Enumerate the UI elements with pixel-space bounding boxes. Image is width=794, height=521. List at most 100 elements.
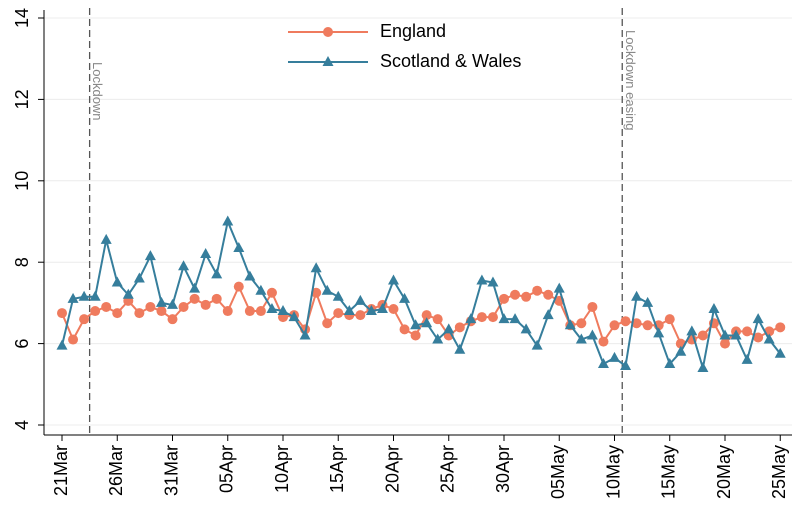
marker <box>730 329 742 340</box>
marker <box>100 233 112 244</box>
marker <box>67 292 79 303</box>
marker <box>597 357 609 368</box>
marker <box>365 305 377 316</box>
y-tick-label: 8 <box>12 257 32 267</box>
x-tick-label: 25Apr <box>438 445 458 493</box>
marker <box>575 333 587 344</box>
marker <box>178 260 190 271</box>
marker <box>598 336 609 347</box>
marker <box>720 338 730 349</box>
marker <box>708 303 720 314</box>
marker <box>277 305 289 316</box>
marker <box>532 285 543 296</box>
marker <box>354 294 366 305</box>
marker <box>719 329 731 340</box>
marker <box>686 325 698 336</box>
marker <box>421 317 433 328</box>
marker <box>763 333 775 344</box>
marker <box>542 309 554 320</box>
marker <box>189 282 201 293</box>
marker <box>178 301 189 312</box>
marker <box>521 291 532 302</box>
marker <box>476 312 487 323</box>
marker <box>653 327 665 338</box>
marker <box>531 339 543 350</box>
marker <box>675 345 687 356</box>
x-tick-label: 31Mar <box>161 445 181 496</box>
marker <box>586 329 598 340</box>
marker <box>499 293 509 304</box>
marker <box>266 303 278 314</box>
marker <box>255 284 267 295</box>
marker <box>587 301 598 312</box>
annotation-label: Lockdown <box>90 62 105 121</box>
marker <box>78 290 90 301</box>
marker <box>664 314 675 325</box>
marker <box>432 314 443 325</box>
marker <box>167 314 178 325</box>
y-tick-label: 12 <box>12 89 32 109</box>
marker <box>101 301 112 312</box>
marker <box>222 306 233 317</box>
marker <box>189 293 200 304</box>
marker <box>476 274 488 285</box>
marker <box>609 351 620 362</box>
marker <box>211 293 222 304</box>
marker <box>620 359 632 370</box>
marker <box>443 323 455 334</box>
marker <box>742 326 753 337</box>
marker <box>454 343 466 354</box>
marker <box>576 318 587 329</box>
x-tick-label: 30Apr <box>493 445 513 493</box>
x-tick-label: 15May <box>659 445 679 499</box>
x-tick-label: 10May <box>603 445 623 499</box>
marker <box>200 299 211 310</box>
marker <box>68 334 79 345</box>
marker <box>333 308 344 319</box>
marker <box>509 313 521 324</box>
marker <box>520 323 532 334</box>
marker <box>388 274 399 285</box>
marker <box>321 284 333 295</box>
marker <box>752 313 764 324</box>
marker <box>244 270 256 281</box>
marker <box>90 306 101 317</box>
series <box>56 215 786 373</box>
marker <box>79 314 90 325</box>
marker <box>631 318 642 329</box>
marker <box>421 310 432 321</box>
marker <box>311 287 322 298</box>
marker <box>343 305 355 316</box>
marker <box>775 322 786 333</box>
x-tick-label: 20May <box>714 445 734 499</box>
marker <box>631 290 643 301</box>
marker <box>487 312 498 323</box>
marker <box>133 272 145 283</box>
marker <box>332 290 344 301</box>
marker <box>211 268 223 279</box>
marker <box>510 289 521 300</box>
x-tick-label: 25May <box>769 445 789 499</box>
marker <box>57 308 67 319</box>
marker <box>376 303 388 314</box>
marker <box>155 296 167 307</box>
marker <box>56 339 68 350</box>
marker <box>111 276 123 287</box>
x-tick-label: 21Mar <box>51 445 71 496</box>
marker <box>774 347 786 358</box>
series-line <box>61 218 782 369</box>
marker <box>741 353 753 364</box>
marker <box>753 332 764 343</box>
marker <box>410 330 421 341</box>
y-tick-label: 6 <box>12 339 32 349</box>
marker <box>609 320 620 331</box>
marker <box>664 357 676 368</box>
marker <box>310 262 322 273</box>
marker <box>564 319 576 330</box>
marker <box>255 306 266 317</box>
marker <box>144 250 156 261</box>
marker <box>233 241 245 252</box>
marker <box>543 289 554 300</box>
marker <box>200 248 212 259</box>
